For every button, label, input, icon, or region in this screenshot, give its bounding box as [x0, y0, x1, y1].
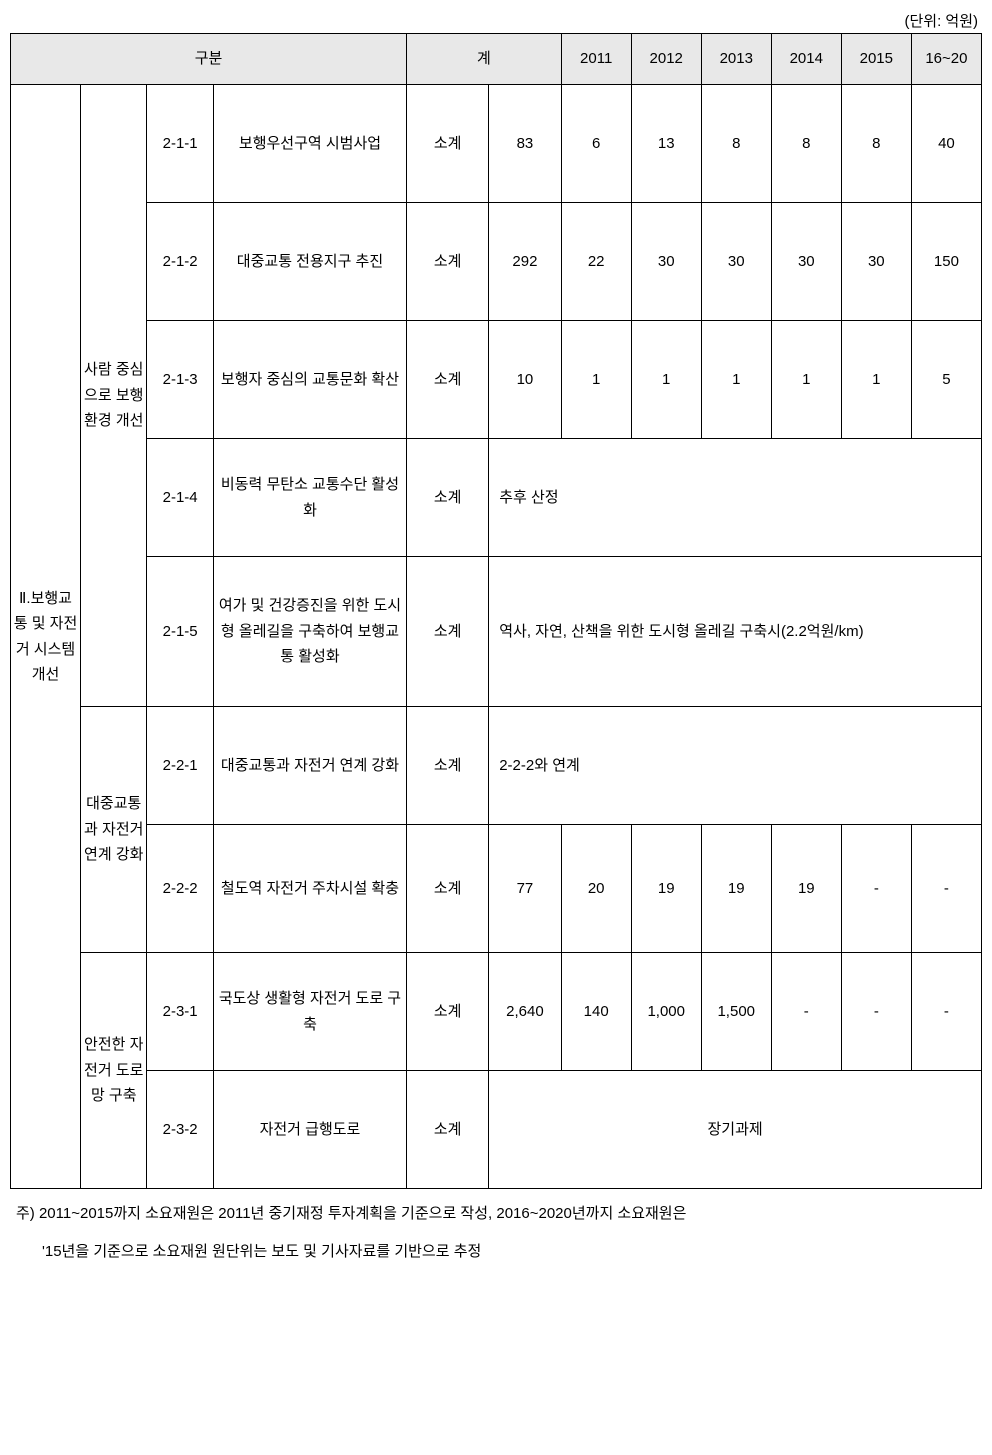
cell-desc: 철도역 자전거 주차시설 확충 — [213, 825, 406, 953]
table-row: 2-1-5 여가 및 건강증진을 위한 도시형 올레길을 구축하여 보행교통 활… — [11, 557, 982, 707]
cell-y13: 1 — [701, 321, 771, 439]
footnote-2: '15년을 기준으로 소요재원 원단위는 보도 및 기사자료를 기반으로 추정 — [10, 1239, 982, 1265]
table-row: 2-1-3 보행자 중심의 교통문화 확산 소계 10 1 1 1 1 1 5 — [11, 321, 982, 439]
th-total: 계 — [407, 34, 562, 85]
cell-code: 2-1-5 — [147, 557, 213, 707]
cell-sub: 소계 — [407, 825, 489, 953]
cell-y1620: - — [911, 825, 981, 953]
cell-y11: 1 — [561, 321, 631, 439]
table-row: 2-1-4 비동력 무탄소 교통수단 활성화 소계 추후 산정 — [11, 439, 982, 557]
cell-y12: 1,000 — [631, 953, 701, 1071]
cell-y1620: 150 — [911, 203, 981, 321]
cell-desc: 국도상 생활형 자전거 도로 구축 — [213, 953, 406, 1071]
cell-y13: 8 — [701, 85, 771, 203]
cell-sub: 소계 — [407, 707, 489, 825]
cell-y11: 6 — [561, 85, 631, 203]
cell-note: 장기과제 — [489, 1071, 982, 1189]
cell-total: 83 — [489, 85, 561, 203]
cell-code: 2-1-1 — [147, 85, 213, 203]
cell-desc: 비동력 무탄소 교통수단 활성화 — [213, 439, 406, 557]
cell-y13: 19 — [701, 825, 771, 953]
cell-total: 10 — [489, 321, 561, 439]
group3-title: 안전한 자전거 도로망 구축 — [81, 953, 147, 1189]
cell-desc: 대중교통 전용지구 추진 — [213, 203, 406, 321]
cell-sub: 소계 — [407, 953, 489, 1071]
th-2013: 2013 — [701, 34, 771, 85]
cell-y13: 1,500 — [701, 953, 771, 1071]
table-row: 안전한 자전거 도로망 구축 2-3-1 국도상 생활형 자전거 도로 구축 소… — [11, 953, 982, 1071]
cell-y14: 1 — [771, 321, 841, 439]
th-2012: 2012 — [631, 34, 701, 85]
cell-y1620: - — [911, 953, 981, 1071]
cell-y1620: 5 — [911, 321, 981, 439]
cell-code: 2-1-3 — [147, 321, 213, 439]
cell-y1620: 40 — [911, 85, 981, 203]
cell-desc: 여가 및 건강증진을 위한 도시형 올레길을 구축하여 보행교통 활성화 — [213, 557, 406, 707]
cell-y15: - — [841, 953, 911, 1071]
group1-title: 사람 중심으로 보행환경 개선 — [81, 85, 147, 707]
cell-y15: 8 — [841, 85, 911, 203]
cat-l1: Ⅱ.보행교통 및 자전거 시스템 개선 — [11, 85, 81, 1189]
cell-y12: 30 — [631, 203, 701, 321]
cell-y15: 30 — [841, 203, 911, 321]
cell-desc: 자전거 급행도로 — [213, 1071, 406, 1189]
cell-sub: 소계 — [407, 1071, 489, 1189]
cell-sub: 소계 — [407, 557, 489, 707]
cell-note: 2-2-2와 연계 — [489, 707, 982, 825]
cell-y14: 19 — [771, 825, 841, 953]
table-row: 2-3-2 자전거 급행도로 소계 장기과제 — [11, 1071, 982, 1189]
cell-code: 2-2-2 — [147, 825, 213, 953]
cell-sub: 소계 — [407, 321, 489, 439]
cell-y15: - — [841, 825, 911, 953]
cell-sub: 소계 — [407, 439, 489, 557]
unit-label: (단위: 억원) — [10, 10, 982, 31]
cell-total: 2,640 — [489, 953, 561, 1071]
cell-code: 2-3-2 — [147, 1071, 213, 1189]
cell-total: 292 — [489, 203, 561, 321]
cell-y11: 22 — [561, 203, 631, 321]
group2-title: 대중교통과 자전거 연계 강화 — [81, 707, 147, 953]
cell-code: 2-1-4 — [147, 439, 213, 557]
footnote-1: 주) 2011~2015까지 소요재원은 2011년 중기재정 투자계획을 기준… — [10, 1201, 982, 1227]
cell-y14: 8 — [771, 85, 841, 203]
table-row: 2-2-2 철도역 자전거 주차시설 확충 소계 77 20 19 19 19 … — [11, 825, 982, 953]
cell-total: 77 — [489, 825, 561, 953]
cell-sub: 소계 — [407, 85, 489, 203]
cell-note: 추후 산정 — [489, 439, 982, 557]
cell-code: 2-2-1 — [147, 707, 213, 825]
cell-y11: 20 — [561, 825, 631, 953]
cell-code: 2-1-2 — [147, 203, 213, 321]
cell-y12: 13 — [631, 85, 701, 203]
cell-y14: - — [771, 953, 841, 1071]
th-2015: 2015 — [841, 34, 911, 85]
cell-desc: 대중교통과 자전거 연계 강화 — [213, 707, 406, 825]
cell-y12: 1 — [631, 321, 701, 439]
cell-y12: 19 — [631, 825, 701, 953]
cell-note: 역사, 자연, 산책을 위한 도시형 올레길 구축시(2.2억원/km) — [489, 557, 982, 707]
table-row: Ⅱ.보행교통 및 자전거 시스템 개선 사람 중심으로 보행환경 개선 2-1-… — [11, 85, 982, 203]
budget-table: 구분 계 2011 2012 2013 2014 2015 16~20 Ⅱ.보행… — [10, 33, 982, 1189]
th-2014: 2014 — [771, 34, 841, 85]
cell-code: 2-3-1 — [147, 953, 213, 1071]
cell-desc: 보행우선구역 시범사업 — [213, 85, 406, 203]
th-2011: 2011 — [561, 34, 631, 85]
th-gubun: 구분 — [11, 34, 407, 85]
cell-y11: 140 — [561, 953, 631, 1071]
cell-y14: 30 — [771, 203, 841, 321]
cell-y15: 1 — [841, 321, 911, 439]
cell-sub: 소계 — [407, 203, 489, 321]
table-row: 2-1-2 대중교통 전용지구 추진 소계 292 22 30 30 30 30… — [11, 203, 982, 321]
cell-y13: 30 — [701, 203, 771, 321]
th-1620: 16~20 — [911, 34, 981, 85]
table-row: 대중교통과 자전거 연계 강화 2-2-1 대중교통과 자전거 연계 강화 소계… — [11, 707, 982, 825]
cell-desc: 보행자 중심의 교통문화 확산 — [213, 321, 406, 439]
